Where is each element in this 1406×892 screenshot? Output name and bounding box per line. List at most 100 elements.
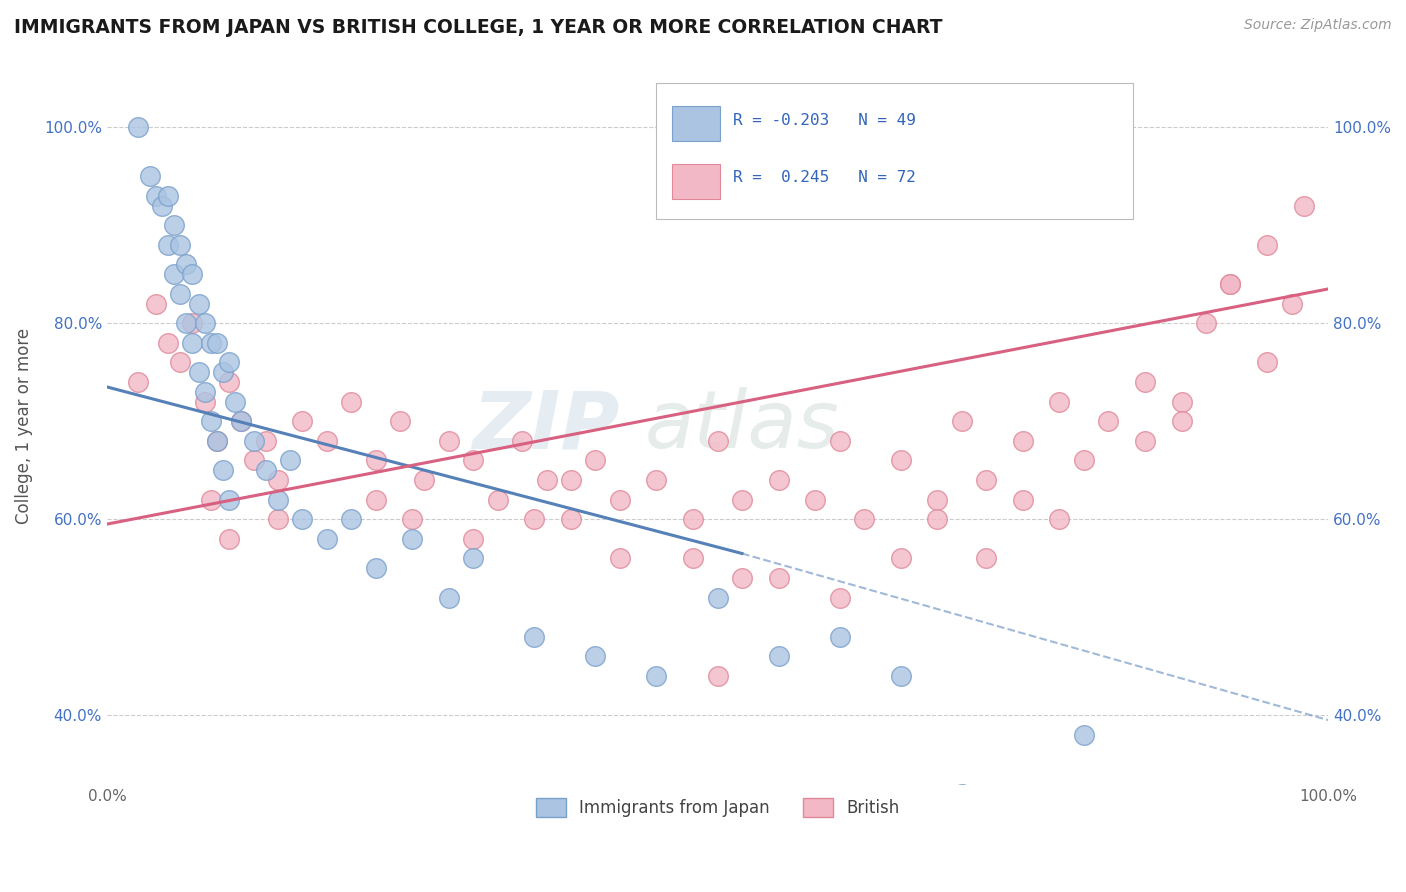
Point bbox=[1049, 512, 1071, 526]
Point bbox=[1073, 728, 1095, 742]
Point bbox=[463, 453, 485, 467]
Point bbox=[194, 316, 217, 330]
Point bbox=[364, 492, 387, 507]
Point bbox=[609, 551, 631, 566]
Point bbox=[828, 591, 851, 605]
Point bbox=[218, 375, 240, 389]
Text: atlas: atlas bbox=[644, 387, 839, 465]
Point bbox=[181, 267, 204, 281]
Point bbox=[510, 434, 533, 448]
Point bbox=[1011, 434, 1033, 448]
Text: R = -0.203   N = 49: R = -0.203 N = 49 bbox=[734, 113, 917, 128]
Point bbox=[706, 591, 728, 605]
Point bbox=[706, 669, 728, 683]
Point bbox=[205, 335, 228, 350]
Point bbox=[401, 532, 423, 546]
Point bbox=[200, 414, 222, 428]
Point bbox=[768, 571, 790, 585]
Point bbox=[1170, 394, 1192, 409]
Point bbox=[609, 492, 631, 507]
Point bbox=[1097, 414, 1119, 428]
Point bbox=[401, 512, 423, 526]
Point bbox=[169, 238, 191, 252]
Point bbox=[364, 561, 387, 575]
Point bbox=[853, 512, 876, 526]
Point bbox=[463, 532, 485, 546]
Point bbox=[1133, 375, 1156, 389]
Point bbox=[706, 434, 728, 448]
Point bbox=[1256, 355, 1278, 369]
Point bbox=[340, 394, 363, 409]
Point bbox=[1219, 277, 1241, 291]
Point bbox=[157, 238, 180, 252]
FancyBboxPatch shape bbox=[657, 83, 1133, 219]
Point bbox=[486, 492, 509, 507]
Point bbox=[1073, 453, 1095, 467]
Point bbox=[340, 512, 363, 526]
Point bbox=[157, 189, 180, 203]
Point bbox=[267, 473, 290, 487]
Text: ZIP: ZIP bbox=[472, 387, 620, 465]
Point bbox=[828, 630, 851, 644]
Point bbox=[804, 492, 827, 507]
Point bbox=[315, 532, 337, 546]
Y-axis label: College, 1 year or more: College, 1 year or more bbox=[15, 328, 32, 524]
Point bbox=[194, 384, 217, 399]
Point bbox=[890, 453, 912, 467]
Point bbox=[682, 551, 704, 566]
Point bbox=[768, 473, 790, 487]
Point bbox=[583, 453, 606, 467]
Point bbox=[150, 199, 173, 213]
Point bbox=[437, 434, 460, 448]
Point bbox=[1281, 296, 1303, 310]
Point bbox=[523, 630, 546, 644]
Point bbox=[291, 414, 314, 428]
Point bbox=[212, 365, 235, 379]
Point bbox=[463, 551, 485, 566]
Point bbox=[254, 463, 277, 477]
Point bbox=[1170, 414, 1192, 428]
Point bbox=[145, 189, 167, 203]
Point bbox=[583, 649, 606, 664]
Point bbox=[205, 434, 228, 448]
Point bbox=[1011, 492, 1033, 507]
Text: R =  0.245   N = 72: R = 0.245 N = 72 bbox=[734, 170, 917, 186]
Point bbox=[200, 335, 222, 350]
Point bbox=[194, 394, 217, 409]
Point bbox=[315, 434, 337, 448]
Point bbox=[176, 316, 198, 330]
Point bbox=[927, 512, 949, 526]
Point bbox=[181, 335, 204, 350]
Point bbox=[231, 414, 253, 428]
Text: Source: ZipAtlas.com: Source: ZipAtlas.com bbox=[1244, 18, 1392, 32]
Point bbox=[291, 512, 314, 526]
Point bbox=[169, 355, 191, 369]
Point bbox=[218, 355, 240, 369]
Point bbox=[389, 414, 412, 428]
Point bbox=[176, 257, 198, 271]
Point bbox=[768, 649, 790, 664]
Point bbox=[187, 365, 209, 379]
Point bbox=[974, 473, 997, 487]
Point bbox=[731, 571, 754, 585]
Point bbox=[536, 473, 558, 487]
Point bbox=[138, 169, 160, 184]
Point bbox=[181, 316, 204, 330]
FancyBboxPatch shape bbox=[672, 106, 720, 142]
Point bbox=[212, 463, 235, 477]
Point bbox=[254, 434, 277, 448]
Legend: Immigrants from Japan, British: Immigrants from Japan, British bbox=[527, 789, 908, 825]
Point bbox=[218, 492, 240, 507]
Point bbox=[560, 512, 582, 526]
Point bbox=[127, 120, 149, 135]
Point bbox=[364, 453, 387, 467]
Point bbox=[231, 414, 253, 428]
Point bbox=[163, 267, 186, 281]
Point bbox=[560, 473, 582, 487]
Point bbox=[1292, 199, 1315, 213]
Point bbox=[950, 787, 973, 801]
Point bbox=[1049, 394, 1071, 409]
Point bbox=[224, 394, 246, 409]
Point bbox=[187, 296, 209, 310]
Point bbox=[1256, 238, 1278, 252]
